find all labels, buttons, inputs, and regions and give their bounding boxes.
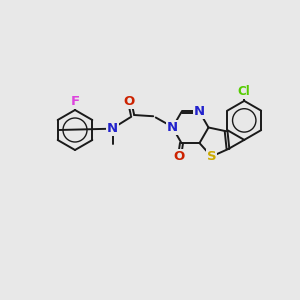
Text: O: O <box>174 150 185 163</box>
Text: F: F <box>70 95 80 108</box>
Text: N: N <box>167 121 178 134</box>
Text: O: O <box>124 95 135 108</box>
Text: S: S <box>207 150 216 163</box>
Text: F: F <box>70 95 80 108</box>
Text: N: N <box>107 122 118 135</box>
Text: N: N <box>194 105 205 119</box>
Text: Cl: Cl <box>238 85 250 98</box>
Text: N: N <box>107 122 118 135</box>
